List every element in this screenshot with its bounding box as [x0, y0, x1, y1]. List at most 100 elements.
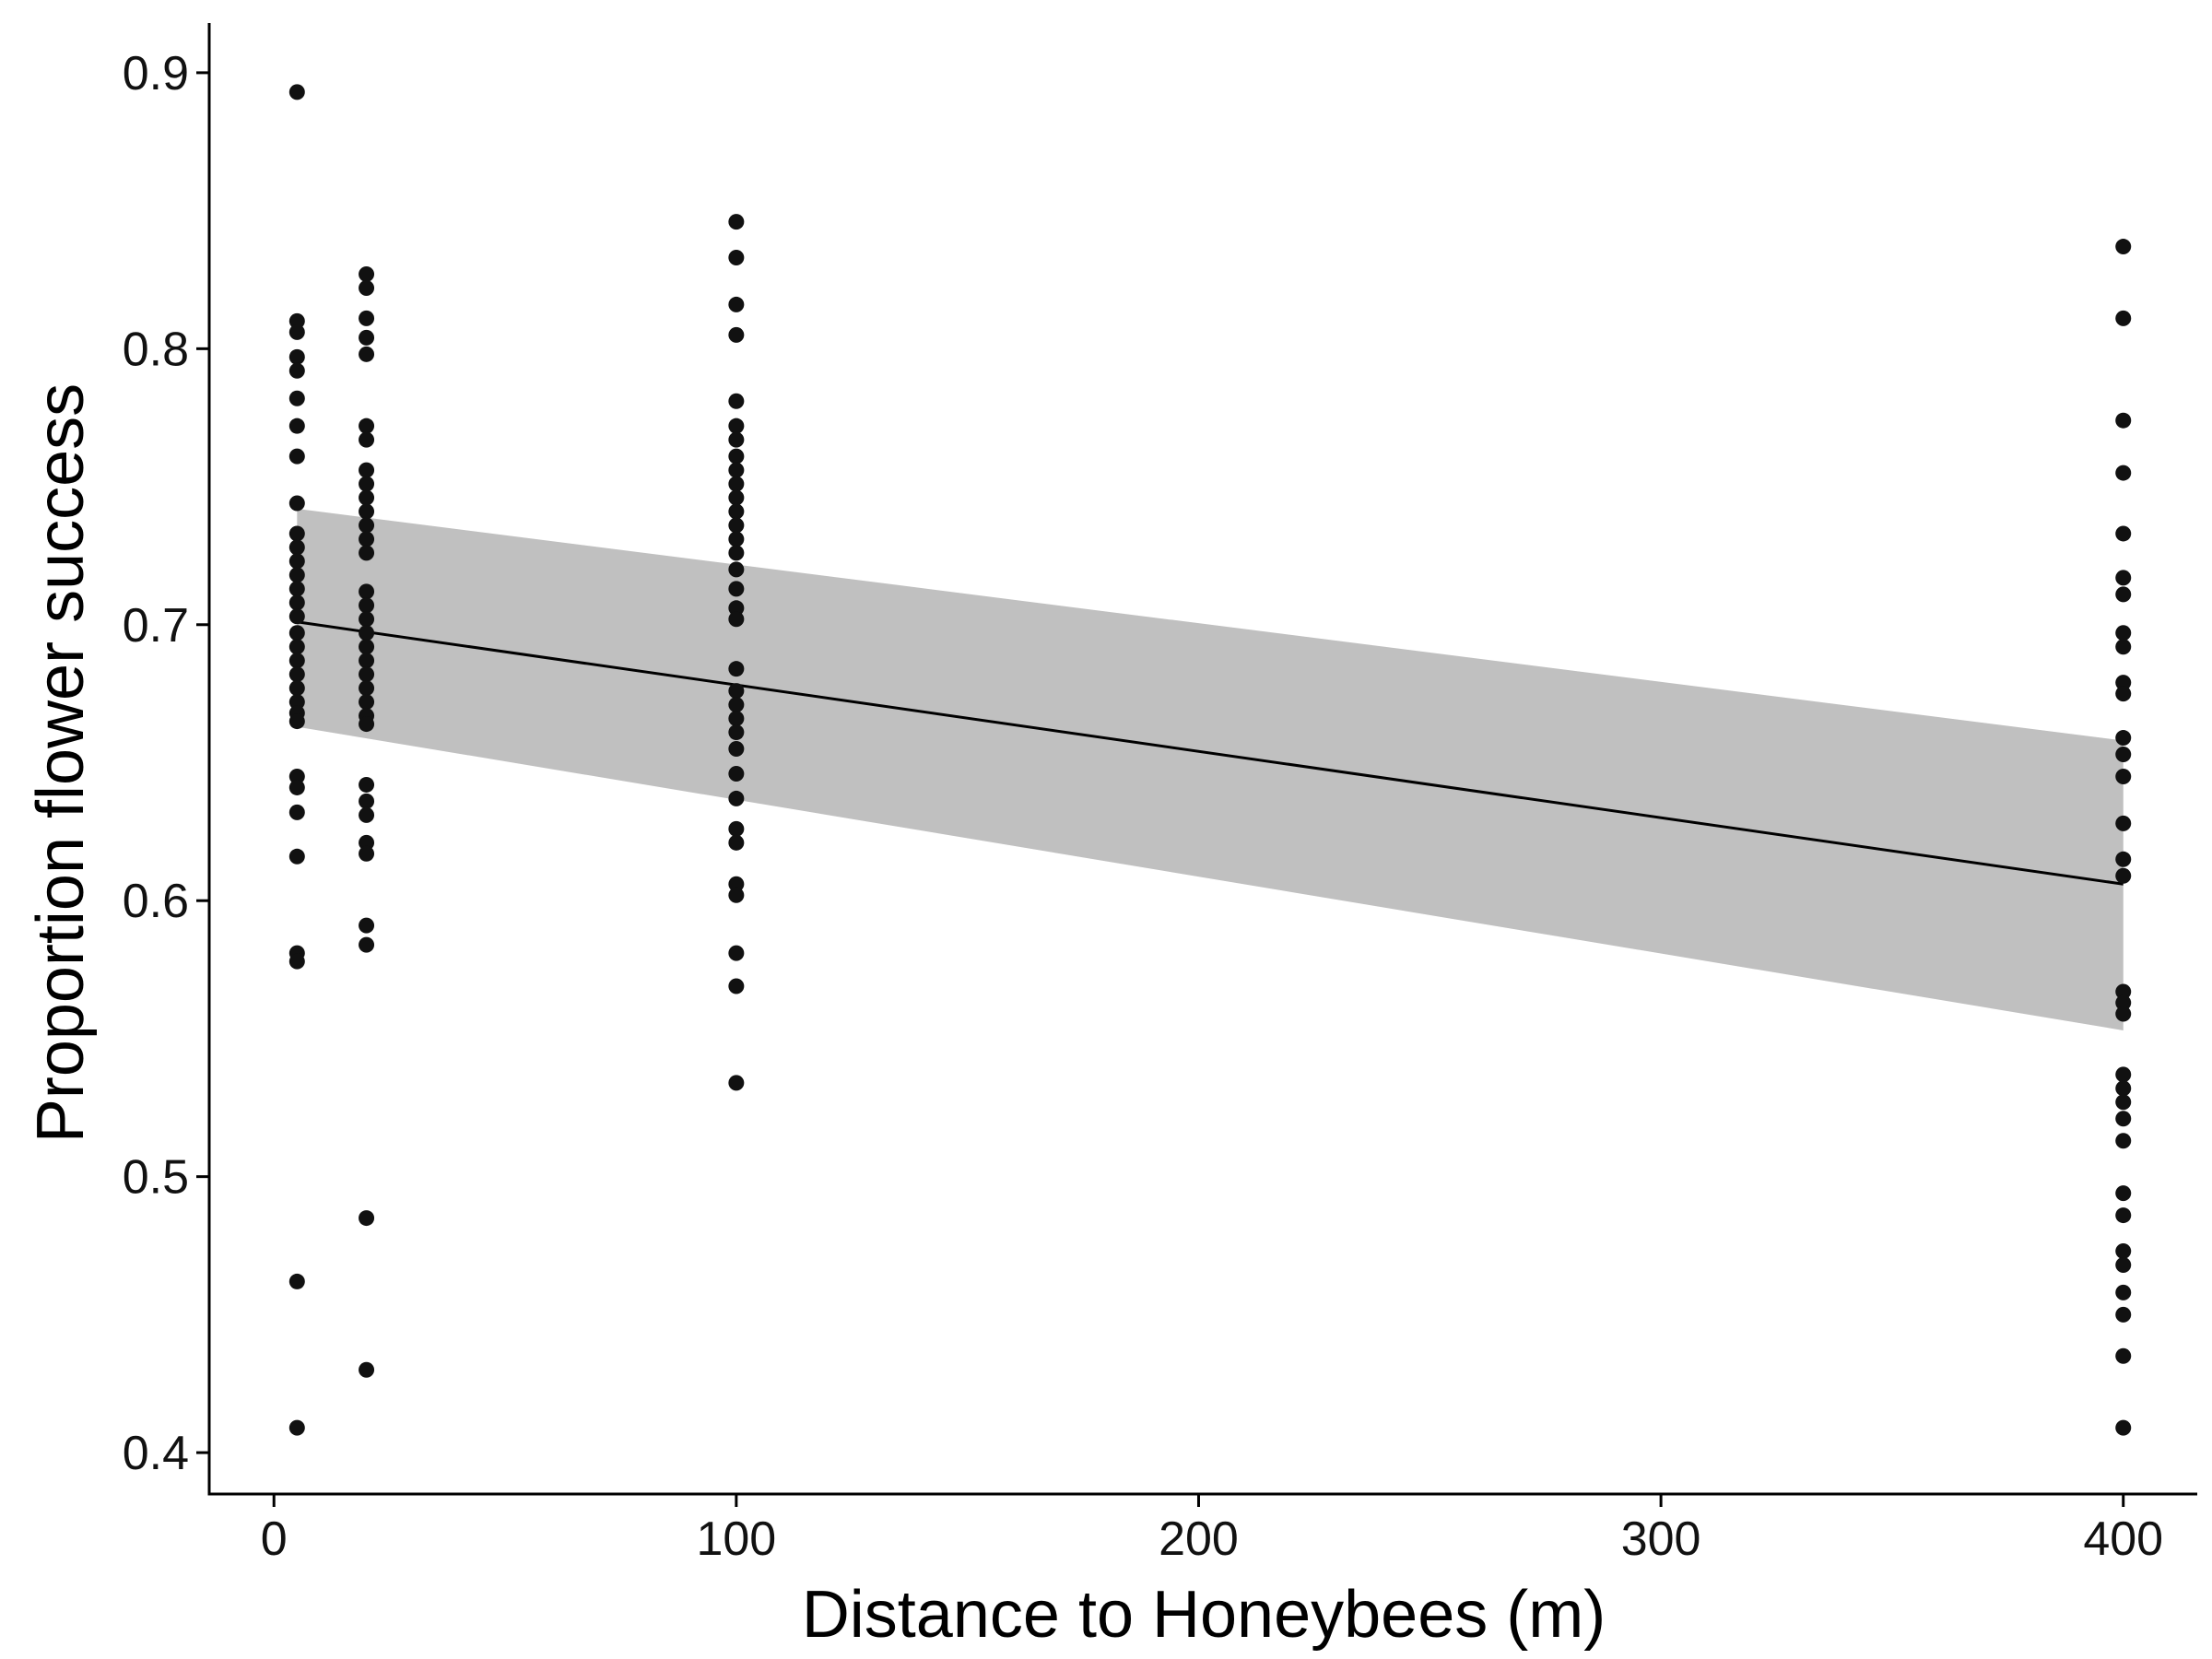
data-point: [2115, 768, 2132, 784]
data-point: [2115, 1066, 2132, 1083]
data-point: [288, 348, 305, 365]
data-point: [728, 600, 745, 617]
data-point: [359, 666, 375, 683]
y-tick-label: 0.4: [123, 1427, 189, 1480]
data-point: [359, 489, 375, 506]
data-point: [2115, 983, 2132, 1000]
data-point: [288, 362, 305, 379]
data-point: [359, 716, 375, 733]
data-point: [288, 553, 305, 570]
data-point: [728, 462, 745, 478]
data-point: [359, 1361, 375, 1378]
y-tick-label: 0.9: [123, 47, 189, 100]
data-point: [2115, 310, 2132, 326]
data-point: [728, 214, 745, 230]
data-point: [359, 834, 375, 851]
data-point: [728, 876, 745, 892]
data-point: [2115, 1419, 2132, 1436]
data-point: [728, 250, 745, 266]
data-point: [288, 694, 305, 711]
data-point: [288, 390, 305, 406]
data-point: [2115, 239, 2132, 255]
data-point: [288, 625, 305, 641]
data-point: [359, 346, 375, 362]
y-tick-label: 0.5: [123, 1151, 189, 1205]
data-point: [359, 531, 375, 547]
data-point: [359, 503, 375, 520]
data-point: [288, 713, 305, 730]
data-point: [288, 608, 305, 625]
data-point: [359, 776, 375, 793]
data-point: [359, 545, 375, 561]
data-point: [288, 804, 305, 820]
data-point: [359, 653, 375, 669]
data-point: [2115, 1347, 2132, 1364]
data-point: [359, 517, 375, 534]
data-point: [728, 448, 745, 465]
data-point: [359, 917, 375, 934]
x-tick-label: 0: [261, 1512, 288, 1566]
data-point: [2115, 747, 2132, 763]
data-point: [2115, 586, 2132, 603]
data-point: [359, 431, 375, 448]
data-point: [2115, 412, 2132, 429]
data-point: [288, 495, 305, 512]
axes-layer: 0 100 200 300 400 0.4 0.5 0.6 0.7 0.8 0.9: [123, 23, 2197, 1566]
data-point: [2115, 686, 2132, 702]
data-point: [728, 1075, 745, 1091]
data-point: [359, 310, 375, 326]
data-point: [359, 462, 375, 478]
data-point: [728, 711, 745, 727]
data-point: [288, 418, 305, 434]
data-point: [728, 834, 745, 851]
data-point: [288, 1273, 305, 1289]
data-point: [359, 936, 375, 953]
data-point: [2115, 730, 2132, 747]
data-point: [359, 680, 375, 697]
data-point: [728, 561, 745, 578]
data-point: [728, 661, 745, 677]
fit-line: [297, 620, 2124, 886]
data-point: [288, 848, 305, 865]
data-point: [2115, 570, 2132, 586]
data-point: [728, 945, 745, 961]
data-point: [2115, 1185, 2132, 1202]
data-point: [288, 324, 305, 340]
data-point: [288, 525, 305, 542]
data-point: [288, 539, 305, 556]
data-point: [2115, 994, 2132, 1011]
data-point: [2115, 465, 2132, 481]
data-point: [728, 431, 745, 448]
data-point: [2115, 1080, 2132, 1097]
confidence-band: [297, 509, 2124, 1030]
fit-line-layer: [297, 620, 2124, 886]
data-point: [728, 393, 745, 409]
data-point: [359, 625, 375, 641]
y-tick-label: 0.6: [123, 875, 189, 928]
x-tick-label: 200: [1159, 1512, 1239, 1566]
data-point: [359, 265, 375, 282]
data-point: [2115, 1111, 2132, 1127]
data-point: [359, 806, 375, 823]
data-point: [728, 418, 745, 434]
data-point: [288, 653, 305, 669]
data-point: [288, 953, 305, 970]
y-tick-label: 0.8: [123, 323, 189, 376]
data-point: [2115, 851, 2132, 867]
data-point: [728, 476, 745, 492]
data-point: [728, 887, 745, 903]
data-point: [288, 84, 305, 100]
data-point: [2115, 867, 2132, 884]
data-point: [2115, 1306, 2132, 1323]
data-point: [2115, 815, 2132, 831]
data-point: [2115, 1207, 2132, 1224]
data-point: [728, 978, 745, 994]
data-point: [288, 666, 305, 683]
data-point: [728, 724, 745, 741]
data-point: [288, 768, 305, 784]
data-point: [288, 594, 305, 611]
data-point: [2115, 1133, 2132, 1149]
confidence-band-layer: [297, 509, 2124, 1030]
